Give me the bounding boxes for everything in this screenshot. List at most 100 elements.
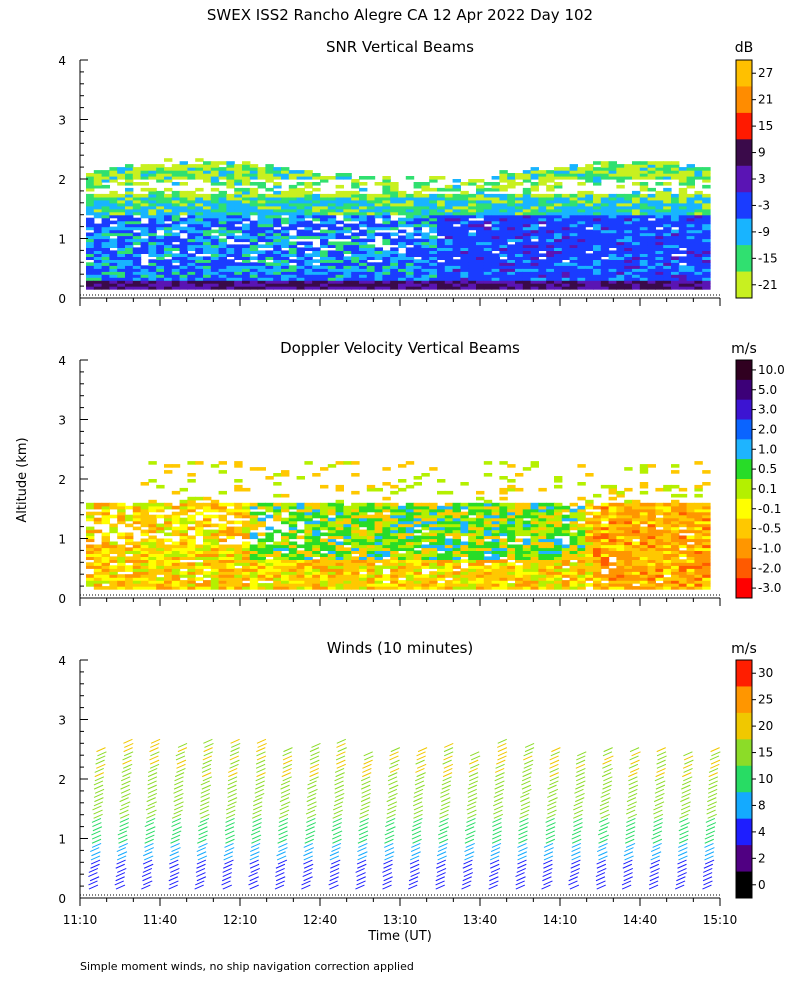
heatmap-cell	[554, 232, 563, 237]
heatmap-cell	[366, 199, 376, 204]
heatmap-cell	[195, 173, 204, 177]
heatmap-cell	[117, 253, 126, 257]
heatmap-cell	[585, 473, 594, 477]
heatmap-cell	[93, 547, 103, 551]
heatmap-cell	[483, 268, 493, 272]
heatmap-cell	[125, 220, 134, 225]
heatmap-cell	[522, 223, 532, 228]
heatmap-cell	[101, 259, 110, 263]
heatmap-cell	[218, 238, 227, 243]
heatmap-cell	[554, 526, 563, 531]
heatmap-cell	[366, 535, 376, 540]
heatmap-cell	[117, 508, 126, 513]
heatmap-cell	[226, 556, 235, 560]
heatmap-cell	[281, 256, 290, 260]
heatmap-cell	[226, 184, 235, 189]
heatmap-cell	[507, 193, 516, 198]
heatmap-cell	[468, 535, 477, 540]
heatmap-cell	[608, 490, 617, 495]
heatmap-cell	[218, 574, 227, 578]
heatmap-cell	[678, 196, 688, 201]
heatmap-cell	[265, 526, 274, 531]
heatmap-cell	[281, 535, 290, 540]
heatmap-cell	[203, 583, 212, 587]
heatmap-cell	[140, 482, 149, 486]
heatmap-cell	[616, 220, 625, 225]
heatmap-cell	[327, 583, 337, 587]
heatmap-cell	[351, 544, 360, 549]
heatmap-cell	[460, 511, 469, 516]
heatmap-cell	[327, 202, 337, 207]
heatmap-cell	[93, 241, 103, 246]
heatmap-cell	[187, 244, 196, 248]
heatmap-cell	[499, 247, 508, 251]
heatmap-cell	[343, 271, 352, 275]
heatmap-cell	[374, 574, 383, 578]
heatmap-cell	[304, 226, 313, 231]
heatmap-cell	[164, 217, 173, 222]
heatmap-cell	[608, 170, 617, 174]
heatmap-cell	[156, 484, 165, 489]
heatmap-cell	[398, 565, 407, 569]
heatmap-cell	[132, 193, 142, 198]
heatmap-cell	[304, 532, 313, 537]
heatmap-cell	[390, 205, 399, 210]
heatmap-cell	[437, 505, 446, 510]
heatmap-cell	[530, 182, 539, 186]
heatmap-cell	[429, 529, 438, 534]
heatmap-cell	[125, 259, 134, 263]
heatmap-cell	[257, 520, 266, 525]
heatmap-cell	[452, 505, 461, 510]
heatmap-cell	[671, 577, 680, 581]
heatmap-cell	[554, 529, 563, 534]
heatmap-cell	[281, 196, 290, 201]
heatmap-cell	[125, 167, 134, 171]
heatmap-cell	[195, 244, 204, 248]
heatmap-cell	[148, 196, 157, 201]
heatmap-cell	[593, 541, 602, 546]
heatmap-cell	[125, 205, 134, 210]
heatmap-cell	[421, 514, 430, 519]
heatmap-cell	[148, 541, 157, 546]
heatmap-cell	[561, 274, 571, 278]
heatmap-cell	[366, 520, 376, 525]
heatmap-cell	[522, 259, 532, 263]
heatmap-cell	[304, 520, 313, 525]
heatmap-cell	[109, 214, 118, 219]
heatmap-cell	[600, 559, 610, 563]
heatmap-cell	[296, 268, 305, 272]
heatmap-cell	[702, 262, 711, 266]
heatmap-cell	[398, 193, 407, 198]
heatmap-cell	[226, 277, 235, 281]
heatmap-cell	[569, 193, 578, 198]
heatmap-cell	[265, 187, 274, 192]
heatmap-cell	[491, 529, 500, 534]
heatmap-cell	[304, 283, 313, 287]
heatmap-cell	[179, 517, 188, 522]
heatmap-cell	[507, 176, 516, 180]
heatmap-cell	[203, 211, 212, 216]
heatmap-cell	[476, 577, 485, 581]
heatmap-cell	[273, 196, 282, 201]
heatmap-cell	[234, 229, 243, 234]
heatmap-cell	[530, 196, 539, 201]
heatmap-cell	[195, 220, 204, 225]
heatmap-cell	[655, 223, 664, 228]
heatmap-cell	[593, 517, 602, 522]
heatmap-cell	[429, 517, 438, 522]
heatmap-cell	[374, 502, 383, 507]
heatmap-cell	[296, 217, 305, 222]
heatmap-cell	[171, 232, 181, 237]
heatmap-cell	[304, 193, 313, 198]
heatmap-cell	[577, 550, 586, 554]
heatmap-cell	[413, 550, 422, 554]
heatmap-cell	[515, 196, 524, 201]
heatmap-cell	[351, 179, 360, 183]
heatmap-cell	[101, 541, 110, 546]
heatmap-cell	[421, 280, 430, 284]
heatmap-cell	[148, 568, 157, 572]
heatmap-cell	[195, 199, 204, 204]
heatmap-cell	[234, 461, 243, 465]
heatmap-cell	[257, 176, 266, 180]
heatmap-cell	[179, 556, 188, 560]
